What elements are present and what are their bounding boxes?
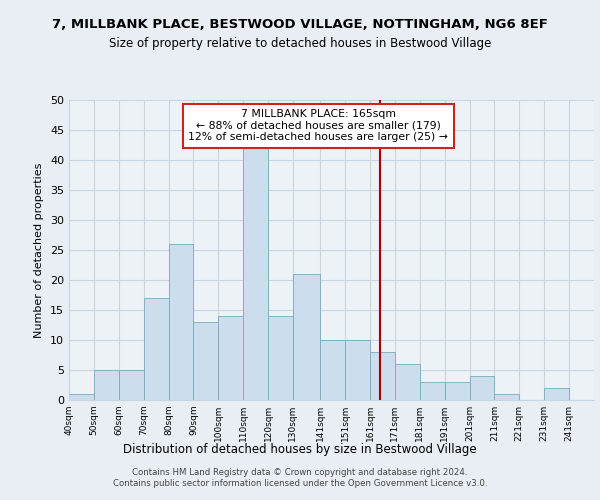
Bar	[193, 322, 218, 400]
Bar	[345, 340, 370, 400]
Bar	[395, 364, 420, 400]
Text: 7 MILLBANK PLACE: 165sqm
← 88% of detached houses are smaller (179)
12% of semi-: 7 MILLBANK PLACE: 165sqm ← 88% of detach…	[188, 109, 448, 142]
Bar	[143, 298, 169, 400]
Bar	[268, 316, 293, 400]
Text: Contains HM Land Registry data © Crown copyright and database right 2024.
Contai: Contains HM Land Registry data © Crown c…	[113, 468, 487, 487]
Bar	[470, 376, 494, 400]
Bar	[370, 352, 395, 400]
Bar	[494, 394, 520, 400]
Text: Size of property relative to detached houses in Bestwood Village: Size of property relative to detached ho…	[109, 38, 491, 51]
Bar	[420, 382, 445, 400]
Bar	[218, 316, 243, 400]
Bar	[320, 340, 345, 400]
Bar	[544, 388, 569, 400]
Text: 7, MILLBANK PLACE, BESTWOOD VILLAGE, NOTTINGHAM, NG6 8EF: 7, MILLBANK PLACE, BESTWOOD VILLAGE, NOT…	[52, 18, 548, 30]
Bar	[169, 244, 193, 400]
Bar	[69, 394, 94, 400]
Bar	[94, 370, 119, 400]
Y-axis label: Number of detached properties: Number of detached properties	[34, 162, 44, 338]
Bar	[119, 370, 143, 400]
Text: Distribution of detached houses by size in Bestwood Village: Distribution of detached houses by size …	[123, 442, 477, 456]
Bar	[243, 148, 268, 400]
Bar	[445, 382, 470, 400]
Bar	[293, 274, 320, 400]
